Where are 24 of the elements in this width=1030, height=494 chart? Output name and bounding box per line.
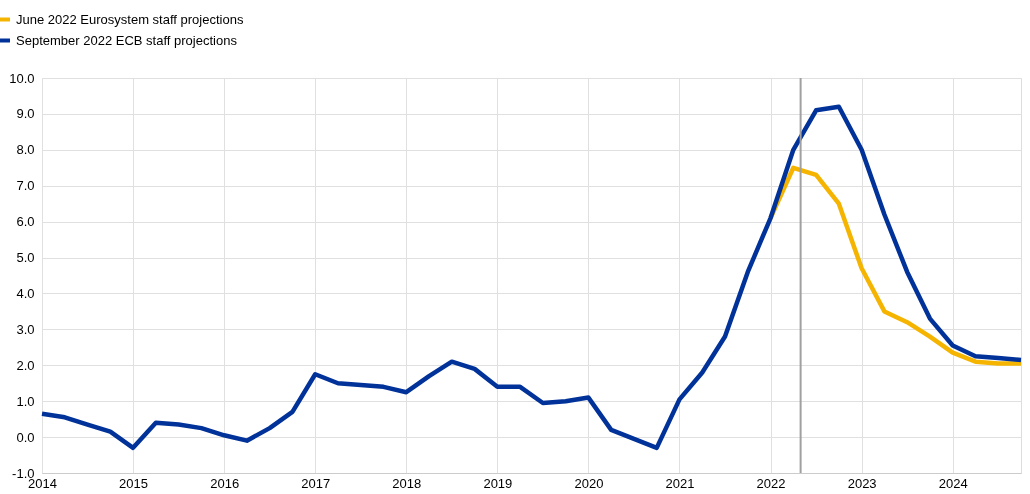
x-tick-label: 2021 <box>665 475 695 491</box>
x-tick-label: 2019 <box>483 475 513 491</box>
x-tick-label: 2020 <box>574 475 604 491</box>
y-tick-label: 5.0 <box>16 250 35 266</box>
y-tick-label: 10.0 <box>9 70 35 86</box>
y-tick-label: 6.0 <box>16 214 35 230</box>
y-tick-label: 2.0 <box>16 357 35 373</box>
y-tick-label: 7.0 <box>16 178 35 194</box>
x-tick-label: 2016 <box>210 475 240 491</box>
legend-label: June 2022 Eurosystem staff projections <box>16 11 244 27</box>
x-tick-label: 2017 <box>301 475 331 491</box>
x-tick-label: 2023 <box>847 475 877 491</box>
y-tick-label: 0.0 <box>16 429 35 445</box>
x-tick-label: 2024 <box>938 475 968 491</box>
y-tick-label: 8.0 <box>16 142 35 158</box>
line-series <box>39 104 1024 451</box>
y-tick-label: 9.0 <box>16 106 35 122</box>
x-tick-label: 2018 <box>392 475 422 491</box>
x-tick-label: 2022 <box>756 475 786 491</box>
y-tick-label: 4.0 <box>16 285 35 301</box>
y-tick-label: 1.0 <box>16 393 35 409</box>
x-tick-label: 2015 <box>119 475 149 491</box>
legend-label: September 2022 ECB staff projections <box>16 32 238 48</box>
y-tick-label: 3.0 <box>16 321 35 337</box>
